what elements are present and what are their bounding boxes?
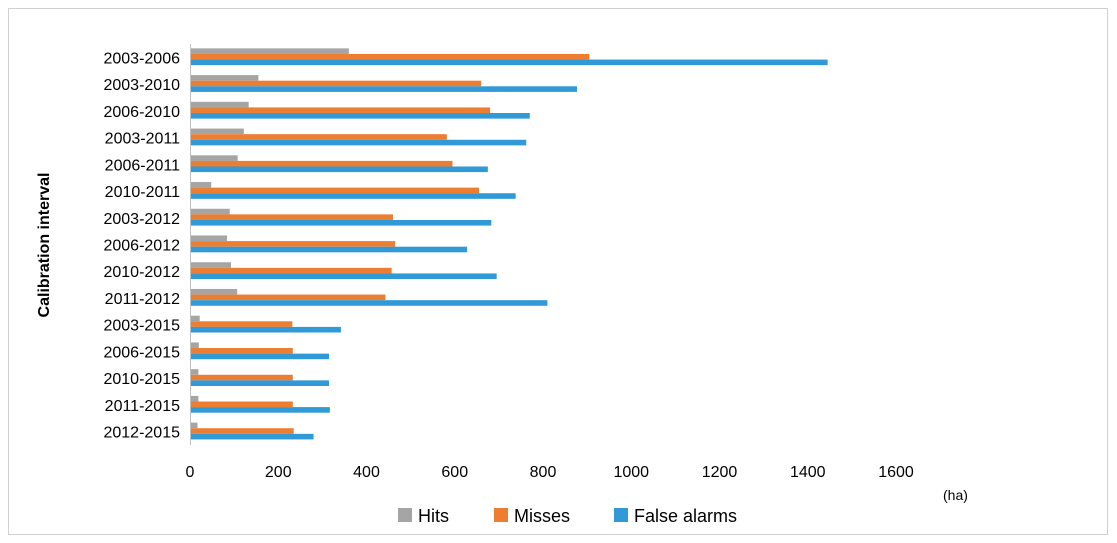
y-tick-label: 2011-2015 — [105, 398, 180, 415]
bar-hits-2010-2015 — [190, 369, 199, 375]
x-tick-label: 200 — [265, 464, 292, 481]
y-tick-label: 2010-2012 — [103, 264, 180, 281]
bar-false-alarms-2011-2015 — [190, 407, 330, 413]
y-tick-label: 2012-2015 — [103, 425, 180, 442]
legend-swatch-hits — [398, 508, 412, 522]
bar-misses-2010-2015 — [190, 374, 293, 381]
bar-hits-2006-2015 — [190, 342, 199, 349]
bar-false-alarms-2010-2012 — [190, 273, 497, 280]
bar-false-alarms-2010-2015 — [190, 380, 329, 386]
bar-misses-2012-2015 — [190, 428, 294, 434]
bar-false-alarms-2006-2010 — [190, 113, 530, 119]
y-tick-label: 2003-2012 — [103, 211, 180, 228]
bar-misses-2011-2012 — [190, 294, 386, 301]
bar-misses-2010-2011 — [190, 187, 480, 194]
bar-hits-2006-2012 — [190, 235, 228, 242]
bar-hits-2003-2006 — [190, 48, 349, 54]
y-tick-label: 2006-2015 — [103, 344, 180, 361]
bar-false-alarms-2011-2012 — [190, 300, 548, 306]
bars-layer — [190, 48, 828, 440]
bar-false-alarms-2006-2015 — [190, 353, 329, 360]
bar-false-alarms-2003-2011 — [190, 139, 527, 146]
legend: Hits Misses False alarms — [398, 506, 737, 526]
bar-hits-2003-2011 — [190, 128, 244, 135]
y-tick-label: 2006-2012 — [103, 238, 180, 255]
x-tick-label: 1200 — [702, 464, 738, 481]
bar-misses-2006-2015 — [190, 348, 293, 354]
bar-false-alarms-2003-2010 — [190, 86, 577, 92]
y-tick-label: 2011-2012 — [105, 291, 180, 308]
bar-misses-2003-2011 — [190, 134, 447, 140]
bar-misses-2006-2011 — [190, 160, 453, 167]
y-tick-label: 2003-2010 — [103, 77, 180, 94]
bar-misses-2003-2012 — [190, 214, 393, 220]
legend-label-hits: Hits — [418, 506, 449, 526]
bar-hits-2003-2015 — [190, 315, 200, 322]
bar-hits-2006-2010 — [190, 101, 249, 108]
y-tick-label: 2003-2006 — [103, 50, 180, 67]
x-tick-label: 400 — [353, 464, 380, 481]
y-tick-label: 2003-2011 — [105, 131, 180, 148]
bar-hits-2011-2015 — [190, 395, 199, 402]
bar-false-alarms-2006-2011 — [190, 166, 488, 173]
bar-false-alarms-2003-2015 — [190, 326, 341, 333]
y-tick-label: 2006-2011 — [105, 157, 180, 174]
bar-hits-2012-2015 — [190, 422, 198, 429]
bar-misses-2006-2010 — [190, 107, 491, 114]
x-tick-label: 600 — [441, 464, 468, 481]
bar-hits-2011-2012 — [190, 288, 238, 295]
y-tick-labels: 2003-2006 2003-2010 2006-2010 2003-2011 2006… — [103, 50, 180, 441]
x-tick-label: 0 — [186, 464, 195, 481]
x-tick-label: 1600 — [878, 464, 914, 481]
bar-misses-2003-2006 — [190, 53, 590, 60]
x-tick-label: 1400 — [790, 464, 826, 481]
bar-false-alarms-2010-2011 — [190, 193, 516, 199]
bar-hits-2010-2011 — [190, 182, 212, 188]
legend-swatch-misses — [494, 508, 508, 522]
bar-hits-2010-2012 — [190, 262, 232, 268]
y-tick-label: 2003-2015 — [103, 318, 180, 335]
bar-misses-2006-2012 — [190, 241, 396, 247]
bar-misses-2011-2015 — [190, 401, 293, 408]
bar-false-alarms-2003-2012 — [190, 219, 492, 226]
y-tick-label: 2010-2011 — [105, 184, 180, 201]
x-tick-labels: 0 200 400 600 800 1000 1200 1400 1600 — [186, 464, 914, 481]
chart-frame — [8, 8, 1108, 535]
y-axis-label: Calibration interval — [36, 173, 53, 318]
legend-label-misses: Misses — [514, 506, 570, 526]
bar-false-alarms-2006-2012 — [190, 246, 468, 253]
bar-hits-2003-2010 — [190, 75, 259, 81]
x-tick-label: 800 — [530, 464, 557, 481]
bar-false-alarms-2012-2015 — [190, 433, 314, 440]
legend-label-false-alarms: False alarms — [634, 506, 737, 526]
bar-misses-2003-2015 — [190, 321, 293, 327]
bar-hits-2006-2011 — [190, 155, 238, 161]
y-tick-label: 2010-2015 — [103, 371, 180, 388]
y-tick-label: 2006-2010 — [103, 104, 180, 121]
bar-misses-2010-2012 — [190, 267, 392, 274]
bar-hits-2003-2012 — [190, 208, 230, 215]
bar-misses-2003-2010 — [190, 80, 482, 87]
x-axis-unit: (ha) — [943, 487, 968, 503]
x-tick-label: 1000 — [613, 464, 649, 481]
legend-swatch-false-alarms — [614, 508, 628, 522]
bar-false-alarms-2003-2006 — [190, 59, 828, 66]
